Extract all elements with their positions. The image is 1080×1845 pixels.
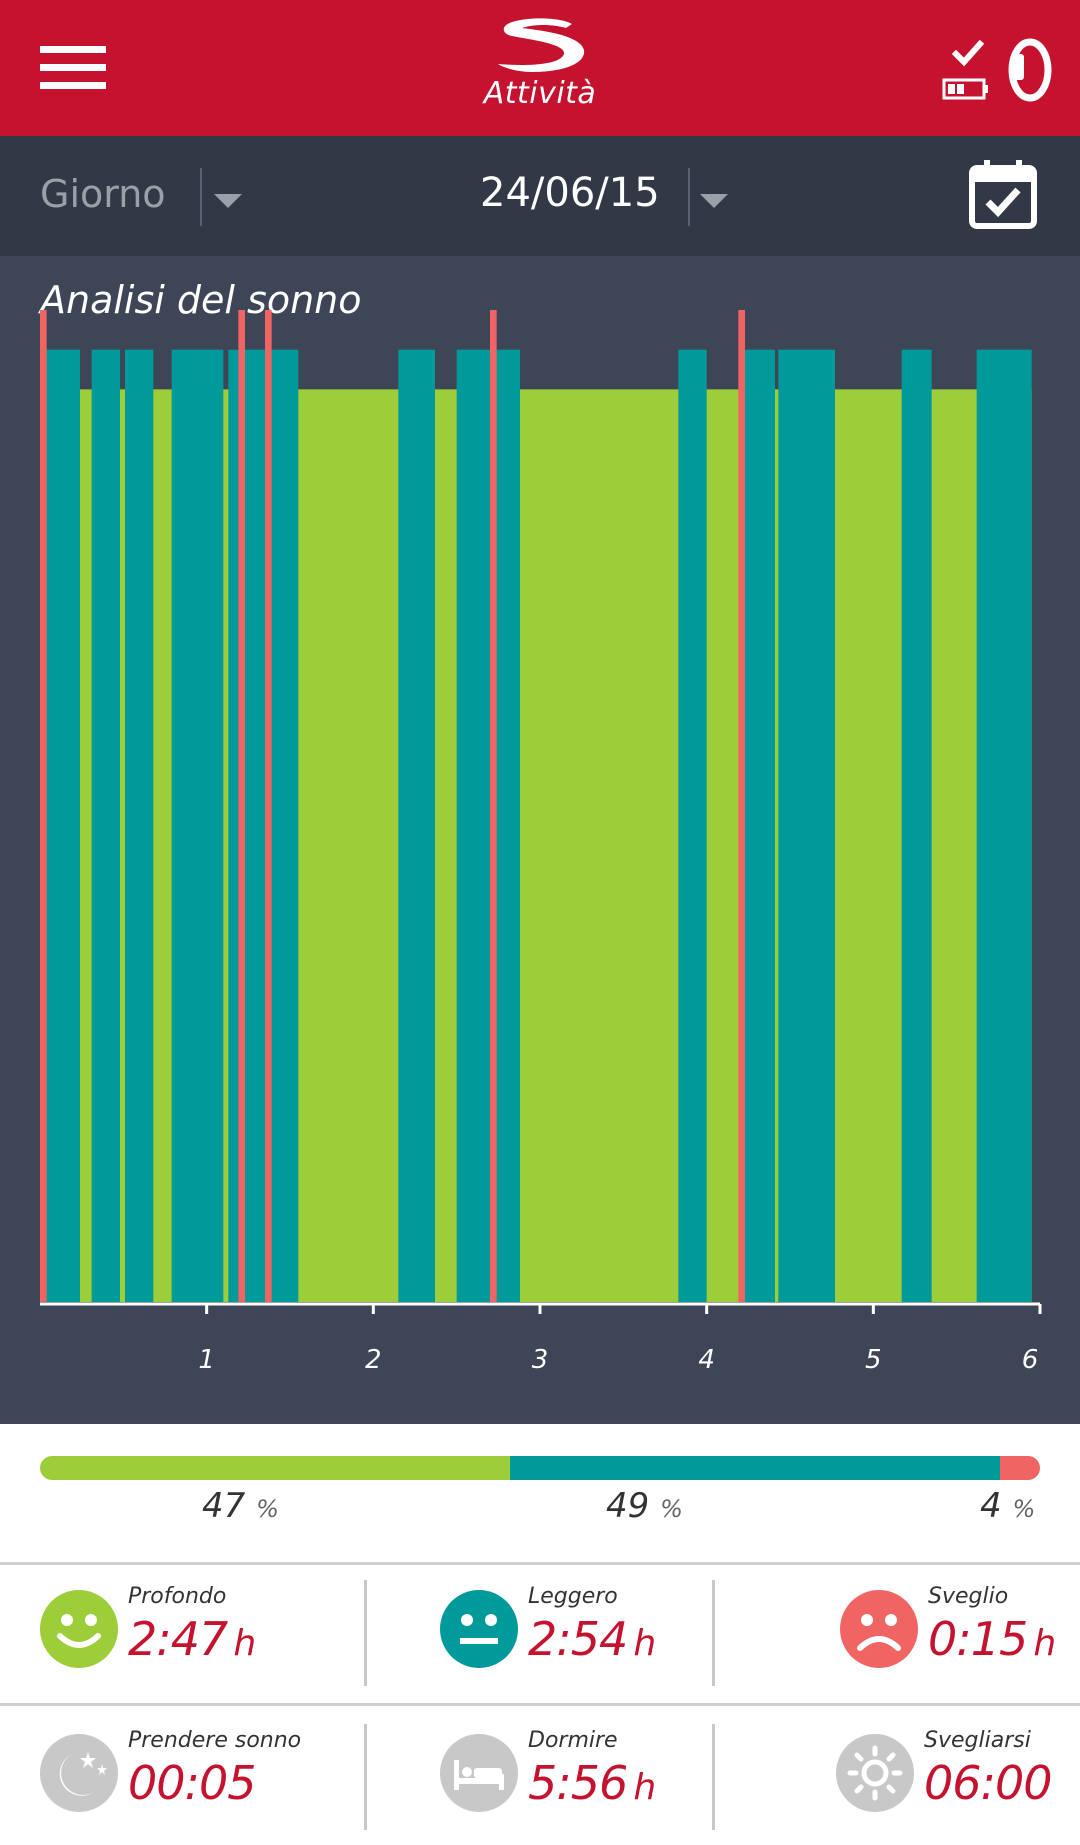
sleep-stats: Profondo 2:47 h Leggero 2:54 h Sveglio 0:1…	[0, 1562, 1080, 1845]
chart-bar-light	[901, 349, 932, 1302]
date-selector-bar: Giorno 24/06/15	[0, 136, 1080, 256]
stat-label: Profondo	[128, 1584, 227, 1609]
chart-bar-awake	[40, 310, 47, 1302]
percent-label-light: 49 %	[606, 1486, 683, 1526]
chart-bar-light	[171, 349, 224, 1302]
stage-percent-summary: 47 % 49 % 4 %	[0, 1424, 1080, 1562]
logo-swoosh-icon	[498, 18, 585, 72]
stat-label: Prendere sonno	[128, 1728, 302, 1753]
stat-label: Svegliarsi	[924, 1728, 1031, 1753]
chart-bar-light	[778, 349, 835, 1302]
stat-sleep: Dormire 5:56 h	[440, 1716, 700, 1836]
stat-label: Dormire	[528, 1728, 618, 1753]
stat-deep: Profondo 2:47 h	[40, 1572, 340, 1692]
stat-awake: Sveglio 0:15 h	[840, 1572, 1070, 1692]
chart-bar-light	[398, 349, 435, 1302]
sad-face-icon	[840, 1590, 918, 1668]
chart-bar-light	[745, 349, 775, 1302]
x-tick-label: 6	[1022, 1345, 1039, 1375]
x-tick-label: 5	[865, 1345, 882, 1375]
period-dropdown[interactable]: Giorno	[40, 172, 166, 216]
chart-title: Analisi del sonno	[40, 278, 362, 322]
divider	[0, 1703, 1080, 1706]
stat-label: Sveglio	[928, 1584, 1009, 1609]
bed-icon	[440, 1734, 518, 1812]
stat-fall-asleep: Prendere sonno 00:05	[40, 1716, 360, 1836]
chart-bar-awake	[490, 310, 497, 1302]
divider	[712, 1724, 715, 1830]
chart-bar-light	[91, 349, 120, 1302]
app-title: Attività	[483, 76, 597, 111]
stat-value: 06:00	[924, 1756, 1053, 1810]
stat-value: 5:56 h	[528, 1756, 656, 1810]
x-tick-label: 4	[698, 1345, 715, 1375]
neutral-face-icon	[440, 1590, 518, 1668]
divider	[364, 1580, 367, 1686]
divider	[688, 168, 690, 226]
stat-label: Leggero	[528, 1584, 618, 1609]
stat-wake-up: Svegliarsi 06:00	[836, 1716, 1072, 1836]
app-header: Attività	[0, 0, 1080, 136]
moon-stars-icon	[40, 1734, 118, 1812]
percent-segment-awake	[1000, 1456, 1040, 1480]
stage-percent-bar	[40, 1456, 1040, 1480]
chart-bar-awake	[265, 310, 272, 1302]
stat-value: 00:05	[128, 1756, 257, 1810]
x-tick-label: 2	[365, 1345, 382, 1375]
calendar-check-icon[interactable]	[968, 158, 1038, 230]
chart-bar-light	[45, 349, 80, 1302]
happy-face-icon	[40, 1590, 118, 1668]
stat-light: Leggero 2:54 h	[440, 1572, 700, 1692]
chart-bar-light	[678, 349, 707, 1302]
percent-segment-light	[510, 1456, 1000, 1480]
stat-value: 0:15 h	[928, 1612, 1056, 1666]
percent-segment-deep	[40, 1456, 510, 1480]
sun-icon	[836, 1734, 914, 1812]
device-status[interactable]	[942, 36, 1052, 106]
app-logo: Attività	[480, 16, 600, 116]
chevron-down-icon[interactable]	[214, 194, 242, 208]
divider	[200, 168, 202, 226]
divider	[712, 1580, 715, 1686]
sync-battery-band-icon	[942, 38, 1052, 102]
stat-value: 2:54 h	[528, 1612, 656, 1666]
percent-label-awake: 4 %	[980, 1486, 1036, 1526]
x-tick-label: 3	[532, 1345, 549, 1375]
stat-value: 2:47 h	[128, 1612, 256, 1666]
chart-bar-awake	[238, 310, 245, 1302]
chevron-down-icon[interactable]	[700, 194, 728, 208]
sleep-stage-chart: 1 2 3 4 5 6	[40, 310, 1042, 1375]
chart-bar-light	[456, 349, 520, 1302]
sleep-chart-panel: Analisi del sonno 1 2 3 4 5 6	[0, 256, 1080, 1424]
divider	[364, 1724, 367, 1830]
hamburger-menu-icon[interactable]	[40, 46, 106, 90]
divider	[0, 1562, 1080, 1565]
percent-label-deep: 47 %	[202, 1486, 279, 1526]
chart-bar-light	[976, 349, 1032, 1302]
chart-bar-awake	[738, 310, 745, 1302]
x-tick-label: 1	[198, 1345, 215, 1375]
chart-bar-light	[125, 349, 154, 1302]
date-dropdown[interactable]: 24/06/15	[480, 170, 660, 216]
